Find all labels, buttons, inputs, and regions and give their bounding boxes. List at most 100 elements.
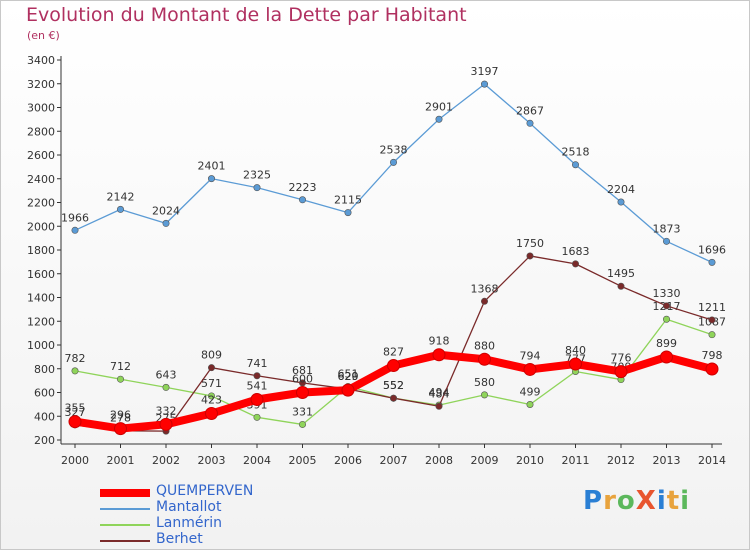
data-label: 809 <box>201 349 222 362</box>
x-tick-label: 2011 <box>562 454 590 467</box>
data-point <box>571 260 579 268</box>
data-point <box>705 362 719 376</box>
logo-letter: X <box>635 486 657 516</box>
data-point <box>480 297 488 305</box>
data-label: 423 <box>201 394 222 407</box>
data-point <box>614 365 628 379</box>
data-point <box>662 237 670 245</box>
legend-label: Berhet <box>156 531 203 547</box>
x-tick-label: 2000 <box>61 454 89 467</box>
y-tick-label: 200 <box>34 434 55 447</box>
data-label: 2867 <box>516 104 544 117</box>
legend-label: Mantallot <box>156 499 222 515</box>
data-point <box>389 158 397 166</box>
x-tick-label: 2007 <box>380 454 408 467</box>
data-label: 1966 <box>61 211 89 224</box>
data-label: 2223 <box>289 181 317 194</box>
data-point <box>526 119 534 127</box>
data-label: 776 <box>611 352 632 365</box>
x-tick-label: 2003 <box>198 454 226 467</box>
data-label: 2204 <box>607 183 635 196</box>
data-label: 296 <box>110 409 131 422</box>
data-point <box>162 383 170 391</box>
legend-label: Lanmérin <box>156 515 223 531</box>
y-tick-label: 1400 <box>27 292 55 305</box>
data-label: 571 <box>201 377 222 390</box>
data-label: 580 <box>474 376 495 389</box>
data-point <box>250 393 264 407</box>
data-point <box>387 359 400 373</box>
data-label: 712 <box>110 360 131 373</box>
data-point <box>208 364 216 372</box>
x-tick-label: 2002 <box>152 454 180 467</box>
data-point <box>253 184 261 192</box>
data-point <box>708 316 716 324</box>
data-label: 620 <box>338 370 359 383</box>
logo-letter: o <box>616 486 636 516</box>
data-label: 840 <box>565 344 586 357</box>
legend-item: Berhet <box>100 531 400 549</box>
data-point <box>208 392 216 400</box>
data-label: 629 <box>338 370 359 383</box>
y-tick-label: 1200 <box>27 315 55 328</box>
data-point <box>526 400 534 408</box>
legend-swatch <box>100 508 150 510</box>
y-tick-label: 3000 <box>27 102 55 115</box>
y-tick-label: 1000 <box>27 339 55 352</box>
data-label: 2538 <box>380 143 408 156</box>
legend-label: QUEMPERVEN <box>156 483 254 499</box>
chart-title: Evolution du Montant de la Dette par Hab… <box>26 4 467 26</box>
chart-unit: (en €) <box>27 29 60 42</box>
data-point <box>478 352 491 366</box>
data-point <box>117 375 125 383</box>
y-tick-label: 1800 <box>27 244 55 257</box>
data-point <box>617 198 625 206</box>
data-label: 355 <box>65 402 86 415</box>
logo-letter: P <box>583 486 604 516</box>
data-label: 798 <box>702 349 723 362</box>
y-tick-label: 3400 <box>27 54 55 67</box>
logo-letter: i <box>680 486 691 516</box>
data-point <box>71 226 79 234</box>
data-label: 2115 <box>334 194 362 207</box>
x-tick-label: 2014 <box>698 454 726 467</box>
data-point <box>253 413 261 421</box>
data-label: 2325 <box>243 169 271 182</box>
proxiti-logo: ProXiti <box>583 486 690 516</box>
data-label: 1495 <box>607 267 635 280</box>
data-point <box>523 362 537 376</box>
data-label: 782 <box>65 352 86 365</box>
data-point <box>708 258 716 266</box>
data-point <box>662 315 670 323</box>
y-tick-label: 1600 <box>27 268 55 281</box>
data-point <box>298 420 306 428</box>
x-tick-label: 2004 <box>243 454 271 467</box>
data-point <box>480 391 488 399</box>
legend-swatch <box>100 489 150 497</box>
data-point <box>68 415 82 429</box>
y-tick-label: 3200 <box>27 78 55 91</box>
y-tick-label: 2200 <box>27 197 55 210</box>
data-point <box>435 402 443 410</box>
data-point <box>162 219 170 227</box>
x-tick-label: 2012 <box>607 454 635 467</box>
data-point <box>571 161 579 169</box>
data-label: 2401 <box>198 160 226 173</box>
data-point <box>296 386 309 399</box>
data-point <box>159 417 173 431</box>
data-label: 2518 <box>562 146 590 159</box>
data-label: 643 <box>156 368 177 381</box>
data-label: 278 <box>110 412 131 425</box>
data-point <box>208 175 216 183</box>
y-tick-label: 400 <box>34 410 55 423</box>
data-label: 918 <box>429 335 450 348</box>
data-label: 1750 <box>516 237 544 250</box>
data-label: 499 <box>520 385 541 398</box>
data-point <box>526 252 534 260</box>
data-point <box>569 357 582 371</box>
data-label: 552 <box>383 379 404 392</box>
y-tick-label: 2800 <box>27 125 55 138</box>
data-point <box>435 115 443 123</box>
data-point <box>117 205 125 213</box>
